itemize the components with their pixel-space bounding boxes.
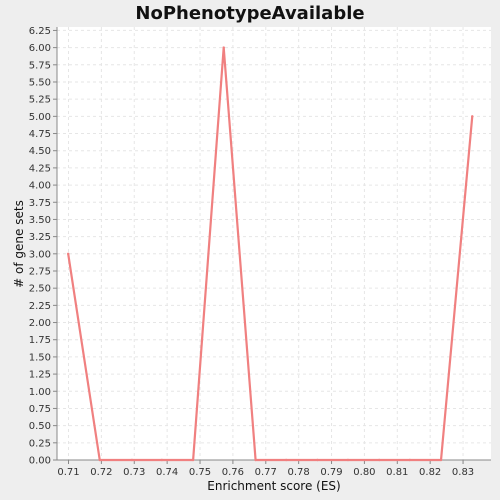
y-tick-label: 2.50 bbox=[29, 284, 51, 295]
data-point bbox=[98, 458, 101, 462]
data-point bbox=[346, 458, 350, 462]
y-tick-label: 1.00 bbox=[29, 387, 51, 398]
y-tick-label: 0.50 bbox=[29, 421, 51, 432]
y-axis-label: # of gene sets bbox=[12, 200, 26, 288]
x-axis-ticks: 0.71 0.72 0.73 0.74 0.75 0.76 0.77 0.78 0.79 0.80… bbox=[57, 460, 474, 478]
grid-lines bbox=[57, 27, 491, 461]
data-point bbox=[439, 458, 443, 462]
x-tick-label: 0.81 bbox=[386, 467, 408, 478]
data-point bbox=[130, 458, 134, 462]
y-tick-label: 0.75 bbox=[29, 404, 51, 415]
x-tick-label: 0.79 bbox=[320, 467, 342, 478]
y-tick-label: 1.75 bbox=[29, 335, 51, 346]
y-tick-label: 6.00 bbox=[29, 43, 51, 54]
y-tick-label: 2.75 bbox=[29, 266, 51, 277]
y-tick-label: 2.00 bbox=[29, 318, 51, 329]
series-layer bbox=[66, 46, 474, 462]
y-tick-label: 3.25 bbox=[29, 232, 51, 243]
y-tick-label: 2.25 bbox=[29, 301, 51, 312]
data-point bbox=[471, 115, 474, 118]
data-point bbox=[191, 458, 195, 462]
x-tick-label: 0.72 bbox=[90, 467, 112, 478]
x-tick-label: 0.82 bbox=[419, 467, 441, 478]
series-line bbox=[67, 46, 474, 462]
y-tick-label: 1.25 bbox=[29, 370, 51, 381]
x-tick-label: 0.83 bbox=[452, 467, 474, 478]
x-tick-label: 0.73 bbox=[123, 467, 145, 478]
data-point bbox=[254, 458, 257, 462]
plot-area bbox=[57, 27, 491, 460]
y-tick-label: 4.50 bbox=[29, 146, 51, 157]
y-tick-label: 5.00 bbox=[29, 112, 51, 123]
x-axis-label: Enrichment score (ES) bbox=[207, 479, 340, 493]
y-tick-label: 5.50 bbox=[29, 77, 51, 88]
x-tick-label: 0.80 bbox=[353, 467, 375, 478]
y-tick-label: 4.75 bbox=[29, 129, 51, 140]
data-point bbox=[408, 458, 411, 462]
y-tick-label: 4.25 bbox=[29, 163, 51, 174]
y-tick-label: 6.25 bbox=[29, 26, 51, 37]
data-point bbox=[222, 46, 225, 49]
y-tick-label: 0.00 bbox=[29, 456, 51, 467]
data-point bbox=[316, 458, 319, 462]
x-tick-label: 0.76 bbox=[222, 467, 244, 478]
data-point bbox=[160, 458, 164, 462]
y-axis-ticks: 0.00 0.25 0.50 0.75 1.00 1.25 1.50 1.75 2.00 2.25… bbox=[29, 26, 57, 467]
y-tick-label: 3.75 bbox=[29, 198, 51, 209]
x-tick-label: 0.78 bbox=[288, 467, 310, 478]
y-tick-label: 4.00 bbox=[29, 181, 51, 192]
y-tick-label: 0.25 bbox=[29, 438, 51, 449]
x-tick-label: 0.74 bbox=[156, 467, 178, 478]
data-point bbox=[284, 458, 288, 462]
y-tick-label: 3.50 bbox=[29, 215, 51, 226]
y-tick-label: 1.50 bbox=[29, 352, 51, 363]
y-tick-label: 3.00 bbox=[29, 249, 51, 260]
data-point bbox=[378, 458, 381, 462]
y-tick-label: 5.25 bbox=[29, 95, 51, 106]
x-tick-label: 0.77 bbox=[255, 467, 277, 478]
x-tick-label: 0.75 bbox=[189, 467, 211, 478]
chart-title: NoPhenotypeAvailable bbox=[135, 3, 364, 24]
data-point bbox=[66, 252, 70, 256]
y-tick-label: 5.75 bbox=[29, 60, 51, 71]
x-tick-label: 0.71 bbox=[57, 467, 79, 478]
